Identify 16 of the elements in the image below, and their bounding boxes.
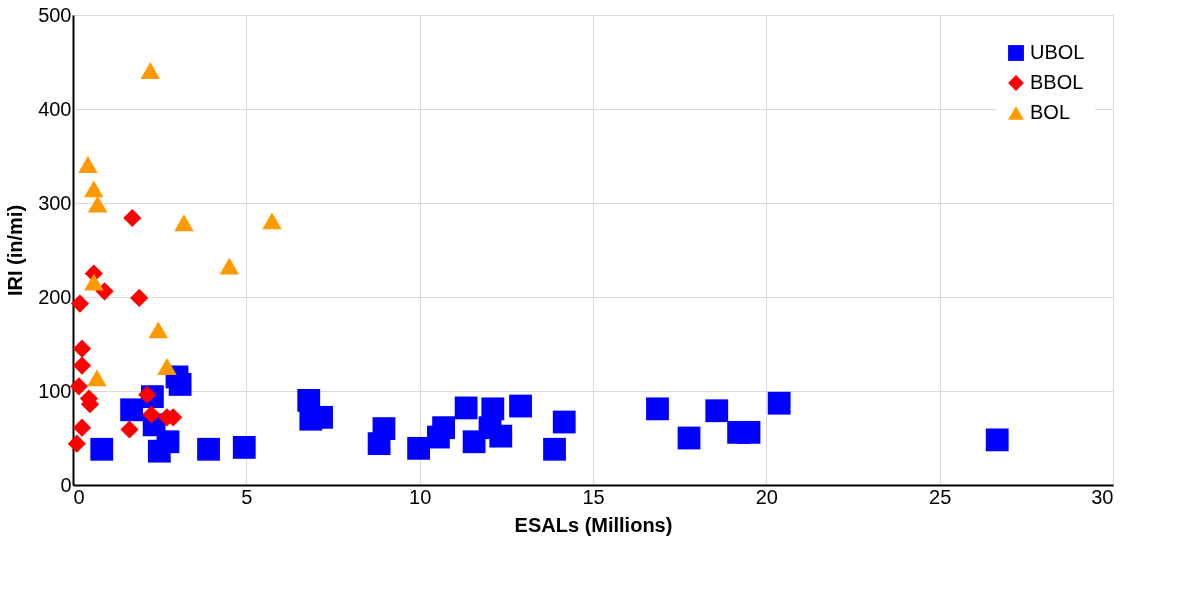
y-tick-label: 200: [38, 285, 72, 308]
legend-label: UBOL: [1030, 41, 1085, 63]
y-tick-label: 300: [38, 191, 72, 214]
x-axis-title: ESALs (Millions): [514, 513, 673, 536]
y-axis-title: IRI (in/mi): [4, 204, 27, 297]
y-tick-label: 400: [38, 97, 72, 120]
y-tick-label: 100: [38, 379, 72, 402]
legend-label: BOL: [1030, 101, 1071, 123]
legend-label: BBOL: [1030, 71, 1084, 93]
x-tick-label: 25: [929, 485, 952, 508]
x-tick-label: 5: [241, 485, 253, 508]
y-tick-label: 500: [38, 3, 72, 26]
x-tick-label: 10: [409, 485, 432, 508]
x-tick-label: 15: [582, 485, 605, 508]
x-tick-label: 20: [755, 485, 778, 508]
x-tick-label: 30: [1091, 485, 1114, 508]
